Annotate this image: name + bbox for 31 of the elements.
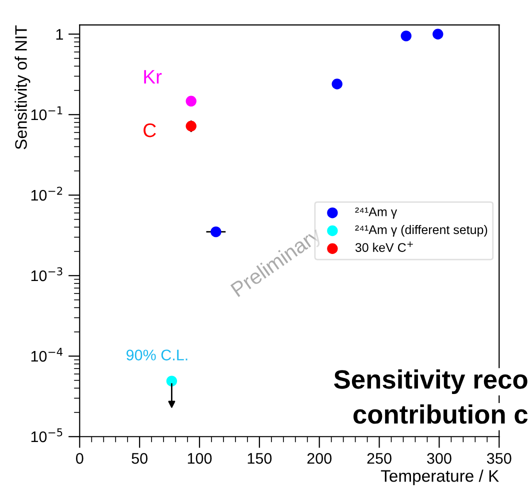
annotation: 90% C.L.: [126, 350, 188, 360]
y-tick-label: 1: [56, 29, 63, 40]
y-tick-label: 10$^{−1}$: [31, 106, 62, 120]
x-tick-label: 150: [248, 453, 272, 464]
point: [432, 28, 444, 40]
legend-label: ²⁴¹Am γ: [355, 207, 398, 219]
annotation: contribution c: [353, 404, 528, 424]
point: [186, 120, 196, 132]
y-tick-label: 10$^{−2}$: [31, 186, 62, 201]
x-tick-label: 0: [76, 453, 84, 464]
point: [332, 78, 342, 90]
x-tick-label: 50: [132, 453, 148, 464]
legend-label: ²⁴¹Am γ (different setup): [355, 224, 488, 237]
x-tick-label: 300: [427, 453, 452, 464]
y-tick-label: 10$^{−4}$: [31, 348, 63, 362]
point: [210, 226, 222, 238]
x-tick-label: 350: [486, 453, 512, 464]
point: [186, 96, 196, 107]
point: [166, 376, 178, 386]
annotation: Sensitivity reco: [334, 369, 528, 394]
y-tick-label: 10$^{−3}$: [31, 267, 62, 282]
x-tick-label: 200: [307, 453, 332, 464]
x-axis-title: Temperature / K: [380, 470, 499, 486]
legend-label: 30 keV C$^{+}$: [355, 242, 413, 252]
point: [400, 30, 412, 42]
annotation: C: [144, 123, 156, 138]
y-axis-title: Sensitivity of NIT: [14, 25, 30, 150]
x-tick-label: 250: [367, 453, 392, 464]
x-tick-label: 100: [188, 453, 212, 464]
y-tick-label: 10$^{−5}$: [31, 428, 62, 442]
annotation: Kr: [144, 70, 162, 84]
